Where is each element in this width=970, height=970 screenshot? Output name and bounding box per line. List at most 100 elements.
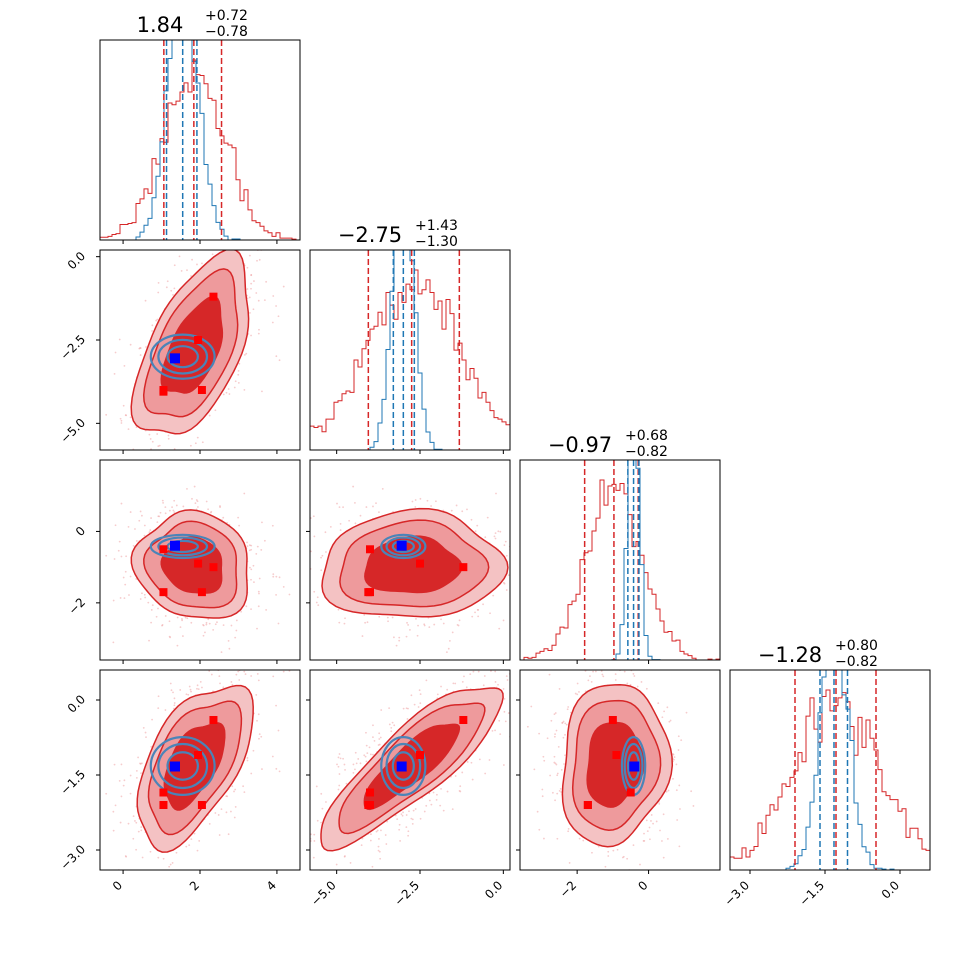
sample-point [461, 680, 464, 683]
sample-point [419, 702, 422, 705]
sample-point [335, 863, 338, 866]
sample-point [216, 621, 218, 624]
sample-point [352, 763, 355, 766]
sample-point [423, 623, 426, 626]
sample-point [256, 545, 259, 548]
sample-point [92, 495, 94, 497]
sample-point [249, 566, 251, 569]
primary-marker [396, 540, 407, 551]
sample-point [173, 499, 176, 502]
sample-point [313, 535, 316, 538]
sample-point [249, 312, 251, 314]
sample-point [377, 744, 380, 746]
sample-point [155, 319, 158, 322]
density-panel-3-2 [516, 669, 721, 874]
sample-point [502, 619, 505, 622]
density-panel-3-1 [297, 656, 539, 895]
sample-point [521, 564, 523, 566]
sample-point [235, 619, 238, 622]
primary-marker [170, 540, 180, 551]
sample-point [537, 754, 539, 756]
sample-point [410, 694, 413, 697]
sample-point [338, 506, 341, 509]
sample-point [157, 281, 160, 284]
sample-point [304, 553, 306, 555]
sample-point [497, 530, 500, 533]
sample-point [230, 624, 233, 627]
sample-point [373, 739, 376, 742]
density-b-contour-1 [157, 536, 209, 557]
sample-point [248, 605, 250, 607]
sample-point [255, 694, 258, 696]
sample-point [258, 328, 260, 331]
sample-point [159, 511, 162, 514]
sample-point [470, 761, 473, 764]
sample-point [272, 675, 275, 678]
panel-content [520, 460, 720, 660]
sample-point [212, 628, 215, 631]
sample-point [250, 608, 252, 611]
sample-point [528, 573, 530, 575]
sample-point [261, 768, 263, 770]
sample-point [355, 762, 358, 765]
sample-point [514, 611, 516, 613]
sample-point [196, 849, 199, 852]
secondary-marker-0 [366, 788, 374, 797]
sample-point [243, 791, 246, 794]
sample-point [169, 682, 172, 685]
density-panel-1-0 [92, 249, 301, 497]
sample-point [234, 806, 237, 808]
sample-point [168, 620, 171, 623]
primary-marker [396, 761, 407, 772]
sample-point [143, 534, 146, 537]
sample-point [226, 795, 229, 798]
sample-point [491, 656, 493, 658]
sample-point [679, 808, 681, 810]
sample-point [155, 615, 158, 618]
sample-point [260, 735, 263, 738]
sample-point [118, 338, 121, 341]
sample-point [278, 576, 281, 579]
sample-point [412, 809, 415, 812]
sample-point [247, 639, 249, 641]
sample-point [398, 636, 401, 639]
sample-point [190, 690, 192, 693]
secondary-marker-4 [197, 386, 206, 394]
sample-point [129, 575, 132, 578]
sample-point [272, 295, 275, 297]
sample-point [499, 530, 502, 533]
sample-point [394, 814, 397, 817]
sample-point [175, 851, 178, 854]
sample-point [271, 524, 274, 527]
sample-point [312, 856, 315, 859]
sample-point [578, 837, 581, 840]
sample-point [161, 624, 163, 627]
sample-point [665, 790, 668, 793]
sample-point [158, 515, 161, 518]
sample-point [119, 417, 122, 420]
sample-point [227, 656, 229, 658]
sample-point [498, 627, 501, 630]
sample-point [243, 670, 246, 673]
sample-point [339, 529, 342, 531]
density-b-contour-0 [166, 345, 199, 369]
sample-point [217, 814, 220, 816]
sample-point [482, 684, 485, 687]
sample-point [417, 706, 420, 708]
sample-point [184, 616, 187, 619]
sample-point [188, 685, 191, 688]
sample-point [173, 287, 176, 290]
sample-point [297, 893, 299, 895]
sample-point [446, 688, 449, 691]
sample-point [246, 545, 249, 547]
sample-point [188, 844, 191, 847]
sample-point [248, 296, 251, 299]
sample-point [365, 874, 367, 876]
sample-point [447, 647, 450, 650]
sample-point [153, 464, 155, 466]
sample-point [258, 258, 261, 261]
sample-point [230, 681, 233, 683]
sample-point [234, 380, 237, 383]
secondary-marker-2 [194, 336, 203, 344]
sample-point [135, 457, 137, 459]
